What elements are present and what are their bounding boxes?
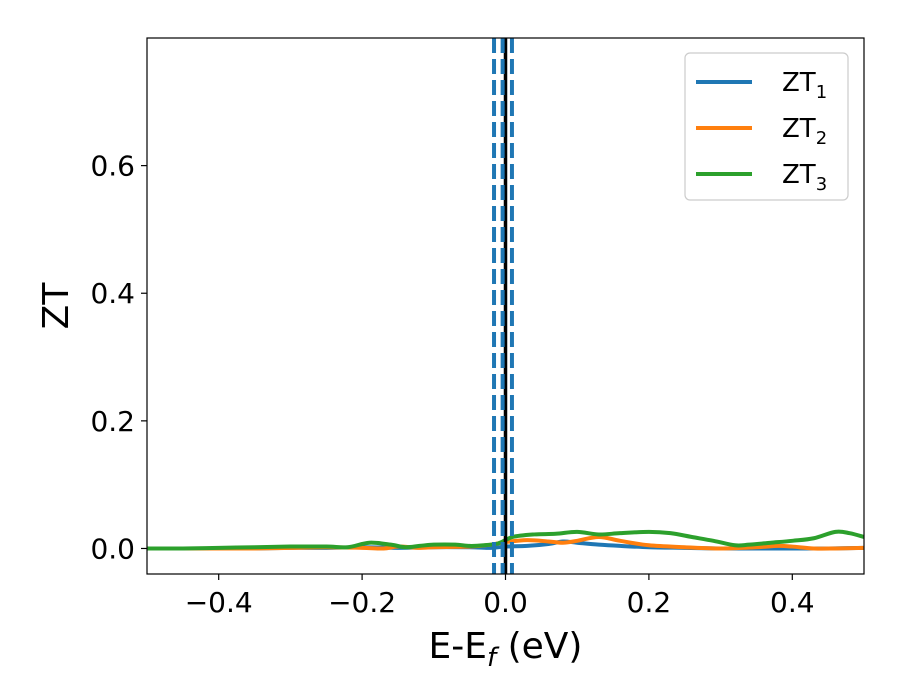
plot-area (147, 38, 864, 574)
y-axis-label: ZT (36, 282, 77, 330)
x-tick-label: 0.2 (627, 586, 672, 619)
series-line-zt3 (147, 529, 864, 551)
x-tick-label: 0.4 (770, 586, 815, 619)
x-tick-label: −0.4 (185, 586, 253, 619)
y-tick-label: 0.2 (90, 405, 135, 438)
legend-label-zt1: ZT1 (782, 68, 827, 103)
legend-label-zt2: ZT2 (782, 114, 827, 149)
y-tick-label: 0.6 (90, 150, 135, 183)
legend-label-zt3: ZT3 (782, 160, 827, 195)
y-tick-label: 0.0 (90, 532, 135, 565)
y-tick-label: 0.4 (90, 277, 135, 310)
legend-box (684, 52, 849, 201)
x-tick-label: −0.2 (328, 586, 396, 619)
legend: ZT1 ZT2 ZT3 (684, 52, 849, 201)
axes: −0.4 −0.2 0.0 0.2 0.4 0.0 0.2 0.4 0.6 E-Ef (eV) ZT (36, 37, 865, 673)
x-axis-label: E-Ef (eV) (429, 626, 583, 673)
x-tick-label: 0.0 (483, 586, 528, 619)
